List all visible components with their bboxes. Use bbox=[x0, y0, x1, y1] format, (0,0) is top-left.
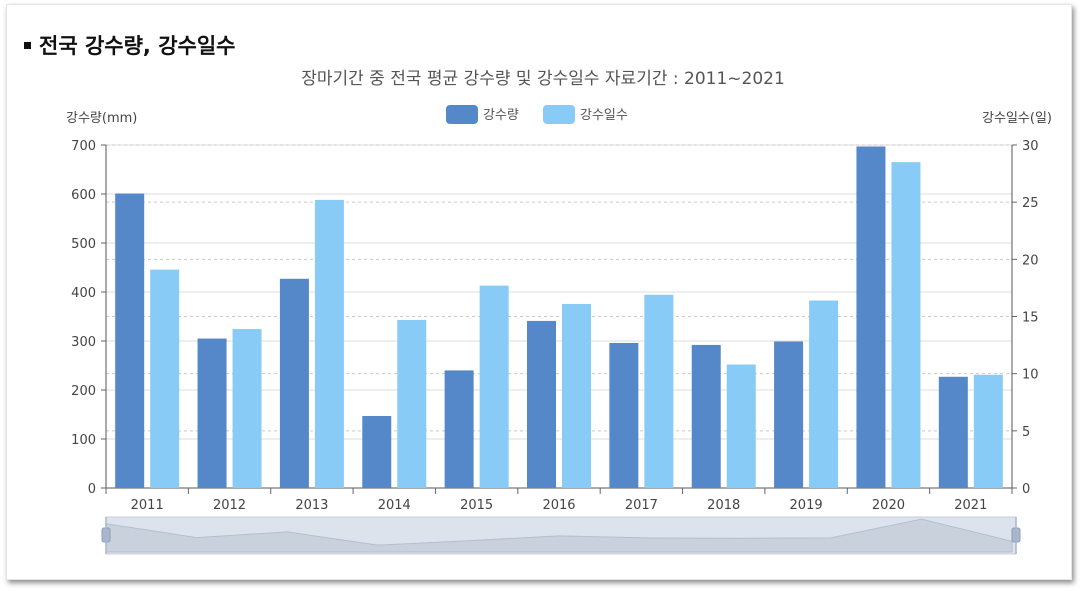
y-left-tick-label: 500 bbox=[71, 237, 96, 252]
bar-rainfall bbox=[691, 344, 721, 488]
section-heading-text: 전국 강수량, 강수일수 bbox=[39, 34, 236, 58]
y-left-tick-label: 400 bbox=[71, 286, 96, 301]
bar-rainfall bbox=[197, 338, 227, 488]
y-right-tick-label: 10 bbox=[1022, 368, 1039, 383]
legend-label-rain-days: 강수일수 bbox=[580, 108, 628, 123]
y-left-tick-label: 0 bbox=[88, 482, 96, 497]
x-tick-label: 2013 bbox=[295, 498, 328, 513]
y-left-tick-label: 300 bbox=[71, 335, 96, 350]
x-tick-label: 2011 bbox=[131, 498, 164, 513]
bar-rainfall bbox=[362, 415, 392, 488]
legend-item-rain-days[interactable]: 강수일수 bbox=[543, 105, 628, 124]
bar-rainfall bbox=[609, 342, 639, 488]
bar-rainfall bbox=[444, 370, 474, 488]
bar-rain-days bbox=[232, 329, 262, 488]
y-right-tick-label: 25 bbox=[1022, 196, 1039, 211]
section-heading: 전국 강수량, 강수일수 bbox=[24, 30, 235, 60]
x-tick-label: 2018 bbox=[707, 498, 740, 513]
zoom-slider[interactable] bbox=[101, 516, 1021, 555]
x-tick-label: 2017 bbox=[625, 498, 658, 513]
x-tick-label: 2012 bbox=[213, 498, 246, 513]
x-tick-label: 2016 bbox=[542, 498, 575, 513]
x-tick-label: 2021 bbox=[954, 498, 987, 513]
x-tick-label: 2020 bbox=[872, 498, 905, 513]
y-axis-left-label: 강수량(mm) bbox=[66, 111, 137, 126]
bar-rain-days bbox=[726, 364, 756, 488]
legend-swatch-rainfall bbox=[446, 105, 478, 124]
axes: 0 100 200 300 400 500 600 700 0 5 10 15 20 25 30 2011 20… bbox=[71, 139, 1038, 513]
zoom-slider-preview bbox=[105, 518, 1013, 553]
y-left-tick-label: 600 bbox=[71, 188, 96, 203]
bar-rain-days bbox=[809, 300, 839, 488]
legend-swatch-rain-days bbox=[543, 105, 575, 124]
bar-rainfall bbox=[115, 193, 145, 488]
y-right-tick-label: 30 bbox=[1022, 139, 1039, 154]
bar-rain-days bbox=[479, 285, 509, 488]
bar-rain-days bbox=[973, 374, 1003, 488]
bar-rainfall bbox=[774, 341, 804, 488]
x-tick-label: 2014 bbox=[378, 498, 411, 513]
bar-rainfall bbox=[279, 278, 309, 488]
zoom-handle-right[interactable] bbox=[1011, 517, 1021, 554]
bars bbox=[115, 146, 1003, 488]
bar-rain-days bbox=[314, 199, 344, 488]
square-bullet-icon bbox=[24, 41, 31, 49]
legend-label-rainfall: 강수량 bbox=[483, 108, 519, 123]
y-axis-right-label: 강수일수(일) bbox=[982, 111, 1052, 126]
bar-rain-days bbox=[562, 303, 591, 488]
bar-rain-days bbox=[150, 269, 180, 488]
bar-rainfall bbox=[527, 320, 556, 488]
y-left-tick-label: 700 bbox=[71, 139, 96, 154]
bar-rain-days bbox=[397, 319, 427, 488]
y-left-tick-label: 100 bbox=[71, 433, 96, 448]
y-right-tick-label: 20 bbox=[1022, 253, 1039, 268]
y-right-tick-label: 5 bbox=[1022, 425, 1030, 440]
zoom-handle-left[interactable] bbox=[101, 517, 111, 554]
bar-rain-days bbox=[891, 162, 921, 488]
x-tick-label: 2019 bbox=[790, 498, 823, 513]
y-right-tick-label: 15 bbox=[1022, 311, 1039, 326]
y-left-tick-label: 200 bbox=[71, 384, 96, 399]
y-right-tick-label: 0 bbox=[1022, 482, 1030, 497]
legend: 강수량 강수일수 bbox=[446, 105, 628, 124]
bar-rain-days bbox=[644, 294, 674, 488]
bar-rainfall bbox=[856, 146, 886, 488]
legend-item-rainfall[interactable]: 강수량 bbox=[446, 105, 519, 124]
x-tick-label: 2015 bbox=[460, 498, 493, 513]
bar-rainfall bbox=[938, 376, 968, 488]
chart-title: 장마기간 중 전국 평균 강수량 및 강수일수 자료기간 : 2011~2021 bbox=[301, 69, 785, 89]
